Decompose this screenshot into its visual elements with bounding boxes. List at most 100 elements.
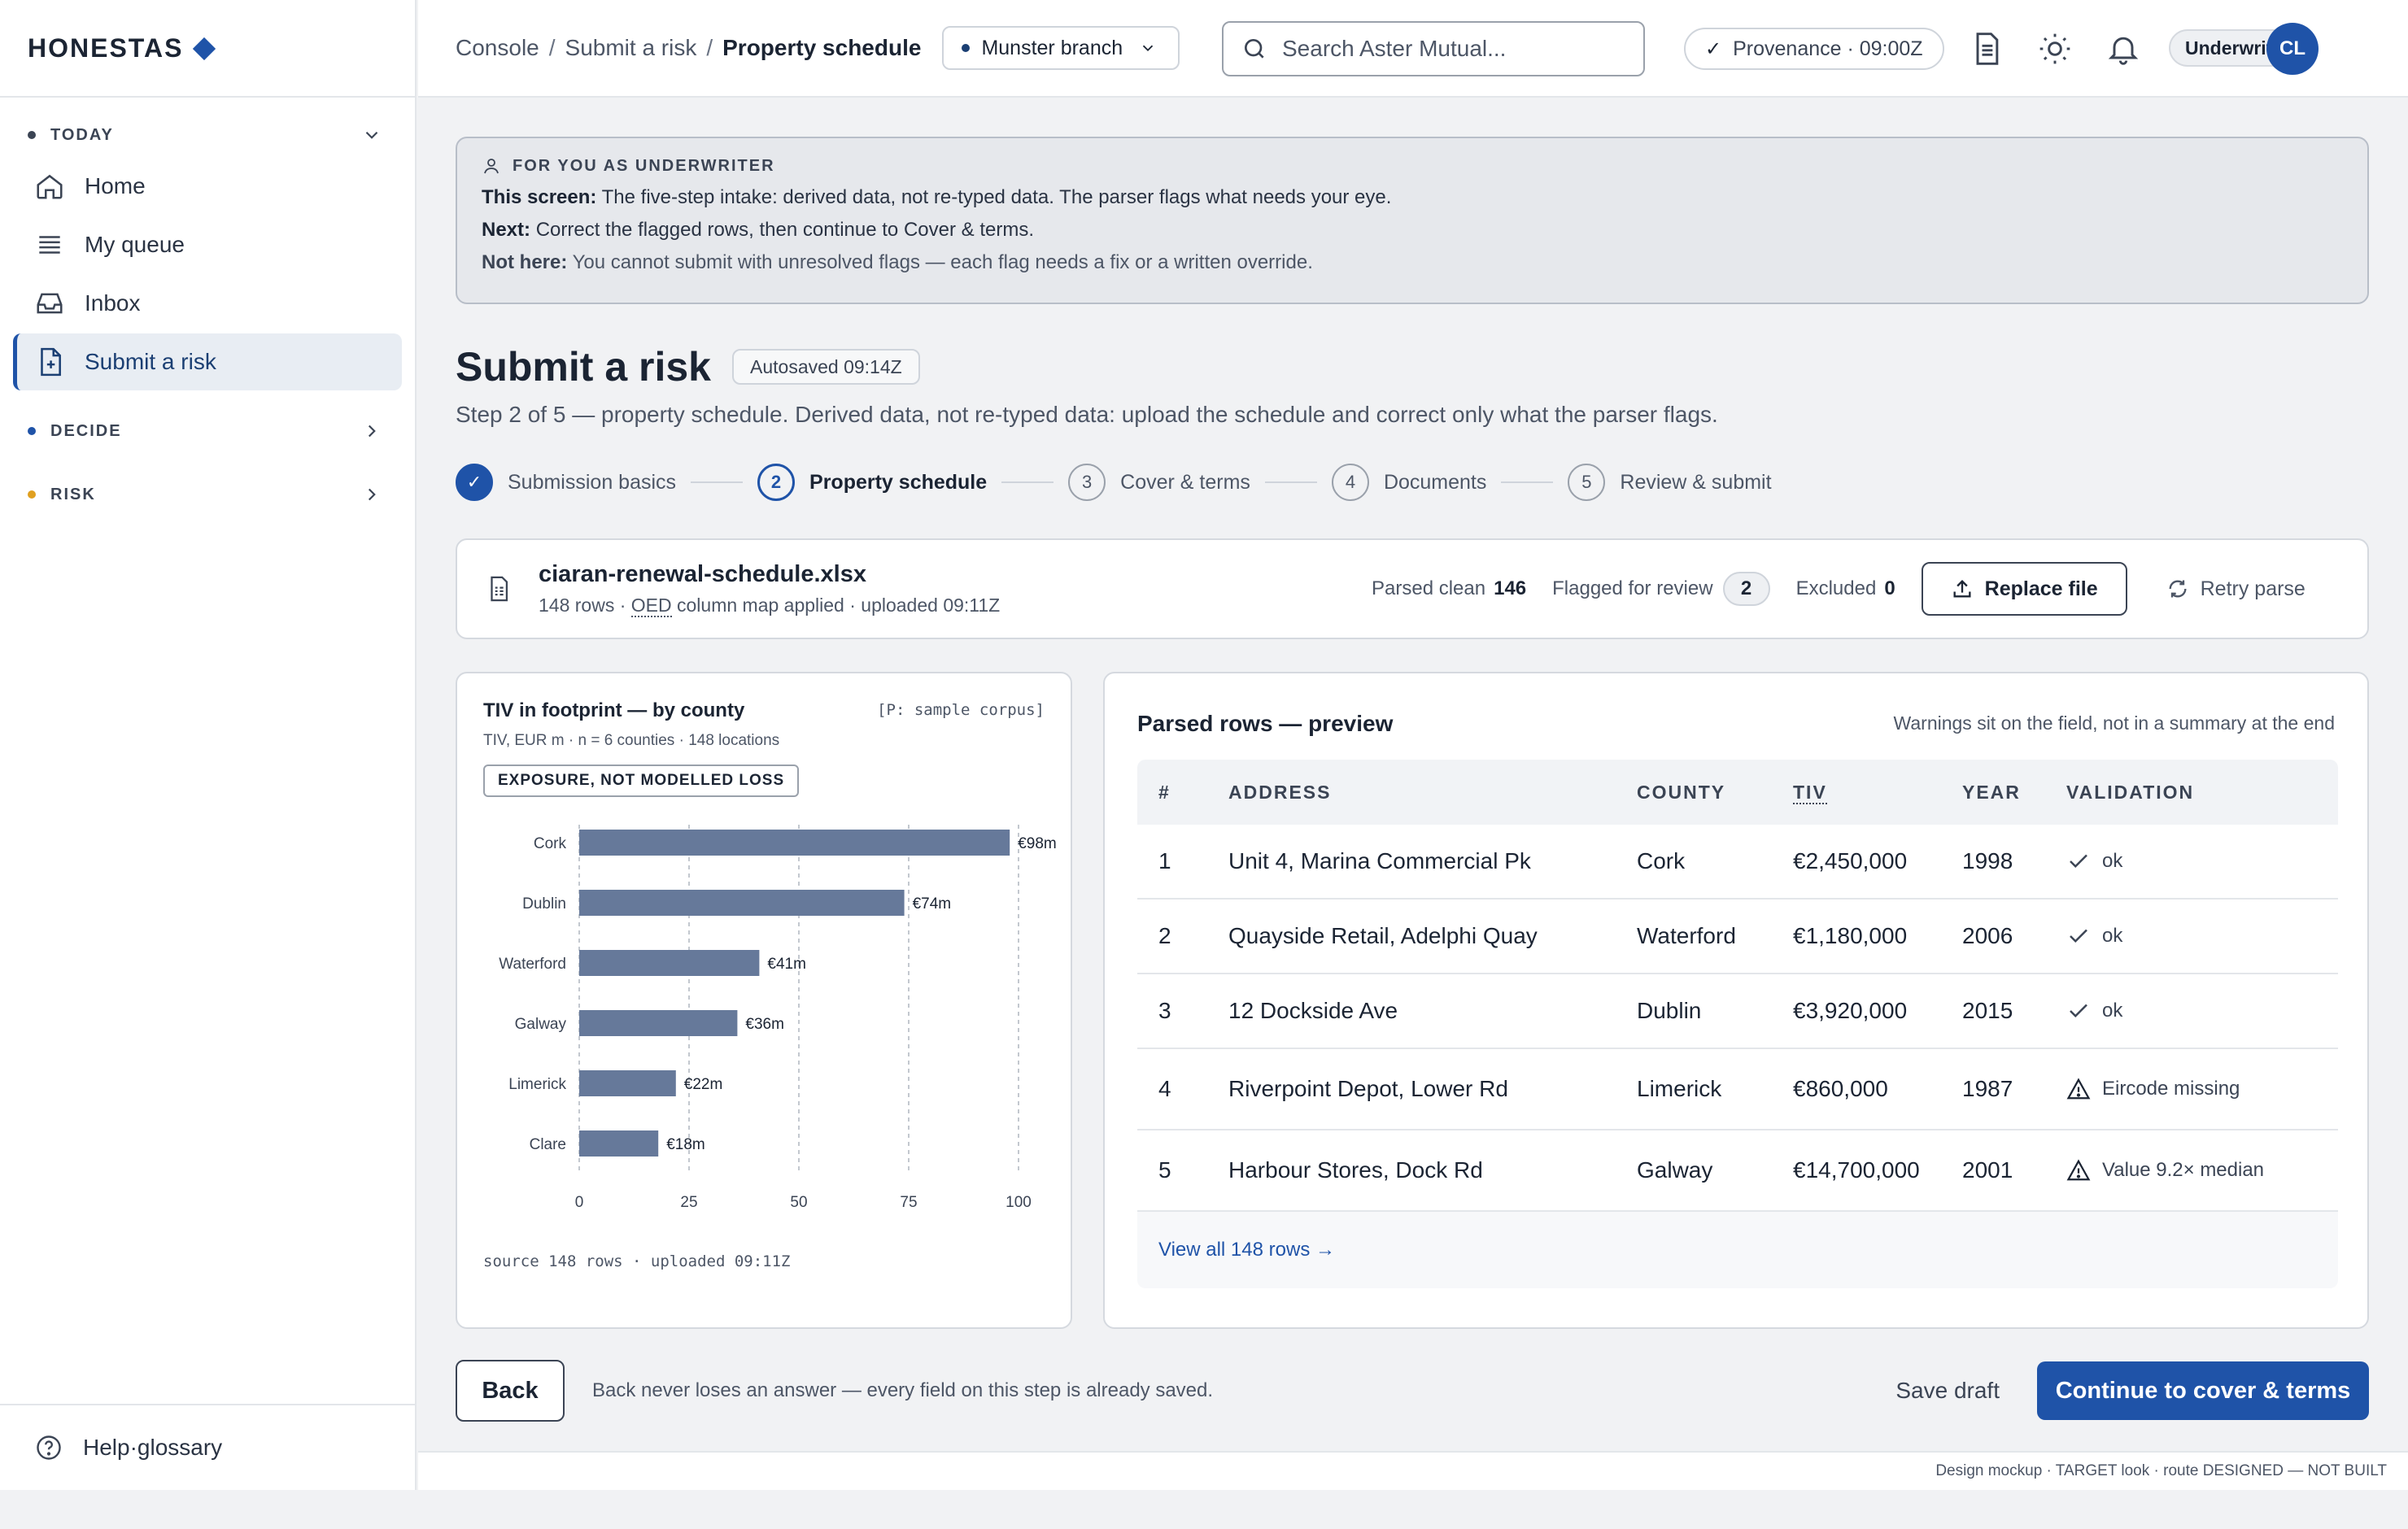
table-row[interactable]: 5 Harbour Stores, Dock Rd Galway €14,700,00…: [1137, 1130, 2338, 1212]
cell-address: Harbour Stores, Dock Rd: [1228, 1157, 1483, 1183]
bar-cork[interactable]: [579, 830, 1010, 856]
search-icon: [1245, 39, 1264, 59]
x-tick-label: 25: [680, 1194, 697, 1211]
category-label: Clare: [530, 1136, 566, 1153]
callout-text: You cannot submit with unresolved flags …: [572, 251, 1313, 273]
col-header-number: #: [1158, 781, 1171, 803]
cell-tiv: €2,450,000: [1793, 848, 1908, 873]
theme-sun-icon[interactable]: [2037, 31, 2073, 67]
breadcrumb-console[interactable]: Console: [456, 35, 539, 60]
col-header-county[interactable]: COUNTY: [1637, 781, 1726, 803]
stat-excluded: Excluded 0: [1796, 577, 1895, 600]
step-property-schedule[interactable]: 2 Property schedule: [757, 464, 987, 501]
table-row[interactable]: 3 12 Dockside Ave Dublin €3,920,000 2015 ok: [1137, 974, 2338, 1049]
help-glossary-label: Help·glossary: [83, 1435, 223, 1460]
cell-number: 2: [1158, 923, 1171, 948]
logo[interactable]: HONESTAS: [0, 0, 415, 98]
step-review-submit[interactable]: 5 Review & submit: [1568, 464, 1772, 501]
view-all-rows-link[interactable]: View all 148 rows →: [1158, 1239, 1335, 1261]
step-cover-terms[interactable]: 3 Cover & terms: [1068, 464, 1250, 501]
section-dot: [28, 490, 36, 499]
help-glossary-link[interactable]: Help·glossary: [0, 1404, 415, 1490]
cell-county: Cork: [1637, 848, 1686, 873]
chevron-down-icon: [1142, 45, 1154, 52]
chevron-down-icon: [365, 131, 378, 139]
section-dot: [28, 131, 36, 139]
callout-key: Not here:: [482, 251, 568, 273]
cell-number: 1: [1158, 848, 1171, 873]
sidebar-item-submit-a-risk[interactable]: Submit a risk: [13, 333, 402, 390]
validation-text: Eircode missing: [2102, 1078, 2240, 1100]
branch-dot: [962, 44, 971, 52]
callout-line-next: Next: Correct the flagged rows, then con…: [482, 220, 2343, 241]
branch-selector[interactable]: Munster branch: [942, 26, 1180, 70]
sidebar-item-home[interactable]: Home: [13, 158, 402, 215]
chart-subtitle: TIV, EUR m · n = 6 counties · 148 locati…: [483, 732, 780, 749]
provenance-badge[interactable]: ✓ Provenance · 09:00Z: [1684, 28, 1944, 70]
file-meta: 148 rows · OED column map applied · uplo…: [539, 595, 1000, 617]
step-label: Property schedule: [809, 470, 988, 494]
back-button[interactable]: Back: [456, 1360, 565, 1422]
sidebar-section-today[interactable]: TODAY: [0, 119, 415, 151]
table-row[interactable]: 1 Unit 4, Marina Commercial Pk Cork €2,450,…: [1137, 825, 2338, 900]
breadcrumb-separator: /: [706, 35, 713, 60]
check-icon: [2070, 854, 2087, 869]
step-label: Review & submit: [1620, 470, 1772, 494]
cell-county: Waterford: [1637, 923, 1736, 948]
continue-button[interactable]: Continue to cover & terms: [2037, 1361, 2369, 1420]
stat-flagged[interactable]: Flagged for review 2: [1552, 572, 1770, 606]
bar-limerick[interactable]: [579, 1070, 676, 1096]
cell-year: 1987: [1962, 1076, 2013, 1101]
retry-parse-button[interactable]: Retry parse: [2166, 577, 2305, 601]
col-header-tiv[interactable]: TIV: [1793, 781, 1962, 804]
cell-county: Galway: [1637, 1157, 1713, 1183]
table-row[interactable]: 2 Quayside Retail, Adelphi Quay Waterford €…: [1137, 900, 2338, 974]
cell-address: Riverpoint Depot, Lower Rd: [1228, 1076, 1508, 1101]
step-documents[interactable]: 4 Documents: [1331, 464, 1486, 501]
save-draft-button[interactable]: Save draft: [1895, 1378, 2000, 1403]
search-input[interactable]: Search Aster Mutual...: [1222, 21, 1645, 76]
cell-address: 12 Dockside Ave: [1228, 998, 1398, 1023]
upload-icon: [1953, 580, 1971, 598]
callout-line-this-screen: This screen: The five-step intake: deriv…: [482, 187, 2343, 208]
category-label: Dublin: [522, 895, 566, 913]
avatar[interactable]: CL: [2266, 23, 2319, 75]
cell-validation[interactable]: Value 9.2× median: [2066, 1158, 2338, 1183]
document-icon[interactable]: [1969, 31, 2004, 67]
flagged-count-badge: 2: [1722, 572, 1770, 606]
cell-tiv: €860,000: [1793, 1076, 1888, 1101]
topbar: Console / Submit a risk / Property sched…: [418, 0, 2408, 98]
bar-galway[interactable]: [579, 1010, 738, 1036]
bar-dublin[interactable]: [579, 890, 905, 916]
warning-icon: [2066, 1159, 2091, 1181]
user-icon: [484, 159, 499, 174]
sidebar-item-my-queue[interactable]: My queue: [13, 216, 402, 273]
sidebar-section-label: DECIDE: [50, 421, 122, 440]
table-row[interactable]: 4 Riverpoint Depot, Lower Rd Limerick €860,…: [1137, 1049, 2338, 1130]
bell-icon[interactable]: [2105, 31, 2141, 67]
breadcrumb-submit-a-risk[interactable]: Submit a risk: [565, 35, 697, 60]
file-name: ciaran-renewal-schedule.xlsx: [539, 561, 866, 587]
sidebar-section-decide[interactable]: DECIDE: [0, 415, 415, 447]
step-submission-basics[interactable]: ✓ Submission basics: [456, 464, 676, 501]
step-number: 4: [1331, 464, 1369, 501]
x-tick-label: 75: [900, 1194, 917, 1211]
sidebar-section-risk[interactable]: RISK: [0, 478, 415, 511]
cell-address: Quayside Retail, Adelphi Quay: [1228, 923, 1538, 948]
bar-waterford[interactable]: [579, 950, 760, 976]
cell-validation[interactable]: Eircode missing: [2066, 1077, 2338, 1101]
col-header-address[interactable]: ADDRESS: [1228, 781, 1332, 803]
sidebar-section-label: RISK: [50, 485, 96, 503]
col-header-validation[interactable]: VALIDATION: [2066, 781, 2195, 803]
replace-file-button[interactable]: Replace file: [1921, 562, 2127, 616]
step-connector: [1264, 481, 1317, 483]
step-label: Submission basics: [508, 470, 677, 494]
validation-text: Value 9.2× median: [2102, 1159, 2265, 1181]
oed-abbreviation[interactable]: OED: [630, 595, 672, 617]
x-tick-label: 100: [1006, 1194, 1032, 1211]
avatar-initials: CL: [2279, 37, 2305, 59]
col-header-year[interactable]: YEAR: [1962, 781, 2021, 803]
sidebar-item-inbox[interactable]: Inbox: [13, 275, 402, 332]
uploaded-file-bar: ciaran-renewal-schedule.xlsx 148 rows · …: [456, 538, 2369, 639]
bar-clare[interactable]: [579, 1130, 659, 1157]
